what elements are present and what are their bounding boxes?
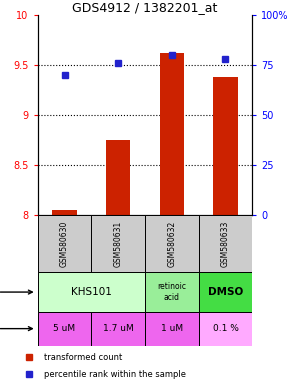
- Bar: [160, 53, 184, 215]
- Text: KHS101: KHS101: [71, 287, 112, 297]
- Bar: [145, 273, 199, 312]
- Bar: [38, 215, 91, 273]
- Bar: [213, 77, 238, 215]
- Text: percentile rank within the sample: percentile rank within the sample: [44, 370, 186, 379]
- Text: 0.1 %: 0.1 %: [213, 324, 238, 333]
- Text: agent: agent: [0, 287, 32, 297]
- Text: 1 uM: 1 uM: [161, 324, 183, 333]
- Bar: [199, 312, 252, 346]
- Text: 1.7 uM: 1.7 uM: [103, 324, 134, 333]
- Bar: [91, 215, 145, 273]
- Bar: [145, 215, 199, 273]
- Bar: [145, 312, 199, 346]
- Text: GSM580631: GSM580631: [114, 221, 123, 267]
- Title: GDS4912 / 1382201_at: GDS4912 / 1382201_at: [72, 1, 218, 14]
- Text: 5 uM: 5 uM: [53, 324, 76, 333]
- Bar: [199, 273, 252, 312]
- Text: retinoic
acid: retinoic acid: [157, 282, 186, 302]
- Bar: [52, 210, 77, 215]
- Bar: [91, 312, 145, 346]
- Bar: [199, 215, 252, 273]
- Text: DMSO: DMSO: [208, 287, 243, 297]
- Bar: [106, 140, 130, 215]
- Text: dose: dose: [0, 324, 32, 334]
- Text: transformed count: transformed count: [44, 353, 122, 362]
- Bar: [38, 312, 91, 346]
- Text: GSM580632: GSM580632: [167, 221, 176, 267]
- Bar: [38, 273, 145, 312]
- Text: GSM580633: GSM580633: [221, 220, 230, 267]
- Text: GSM580630: GSM580630: [60, 220, 69, 267]
